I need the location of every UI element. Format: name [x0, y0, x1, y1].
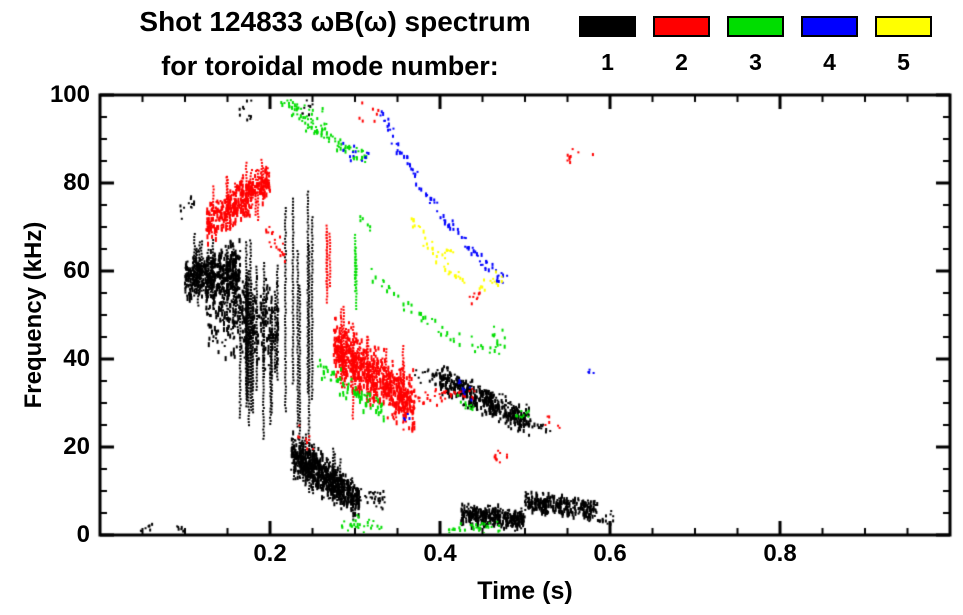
y-tick-label: 80 — [63, 169, 90, 196]
chart-title-line2: for toroidal mode number: — [161, 51, 499, 81]
y-tick-label: 60 — [63, 257, 90, 284]
mode-legend: 1 2 3 4 5 — [579, 16, 932, 74]
legend-mode-label: 4 — [823, 49, 836, 75]
legend-mode-label: 1 — [601, 49, 614, 75]
legend-mode-label: 2 — [675, 49, 688, 75]
y-tick-label: 100 — [49, 81, 90, 108]
legend-swatch-mode-1 — [579, 16, 636, 37]
x-tick-label: 0.6 — [593, 540, 627, 567]
legend-mode-label: 3 — [749, 49, 762, 75]
legend-swatch-mode-2 — [653, 16, 710, 37]
legend-swatch-mode-3 — [727, 16, 784, 37]
legend-swatch-mode-5 — [875, 16, 932, 37]
y-tick-label: 40 — [63, 345, 90, 372]
y-tick-label: 20 — [63, 433, 90, 460]
x-tick-label: 0.8 — [763, 540, 797, 567]
x-tick-label: 0.4 — [423, 540, 457, 567]
x-tick-label: 0.2 — [253, 540, 287, 567]
y-tick-label: 0 — [76, 521, 90, 548]
y-axis-label: Frequency (kHz) — [20, 221, 47, 409]
legend-swatch-mode-4 — [801, 16, 858, 37]
x-axis-label: Time (s) — [477, 577, 573, 605]
chart-title-line1: Shot 124833 ωB(ω) spectrum — [139, 6, 531, 37]
legend-mode-label: 5 — [897, 49, 910, 75]
